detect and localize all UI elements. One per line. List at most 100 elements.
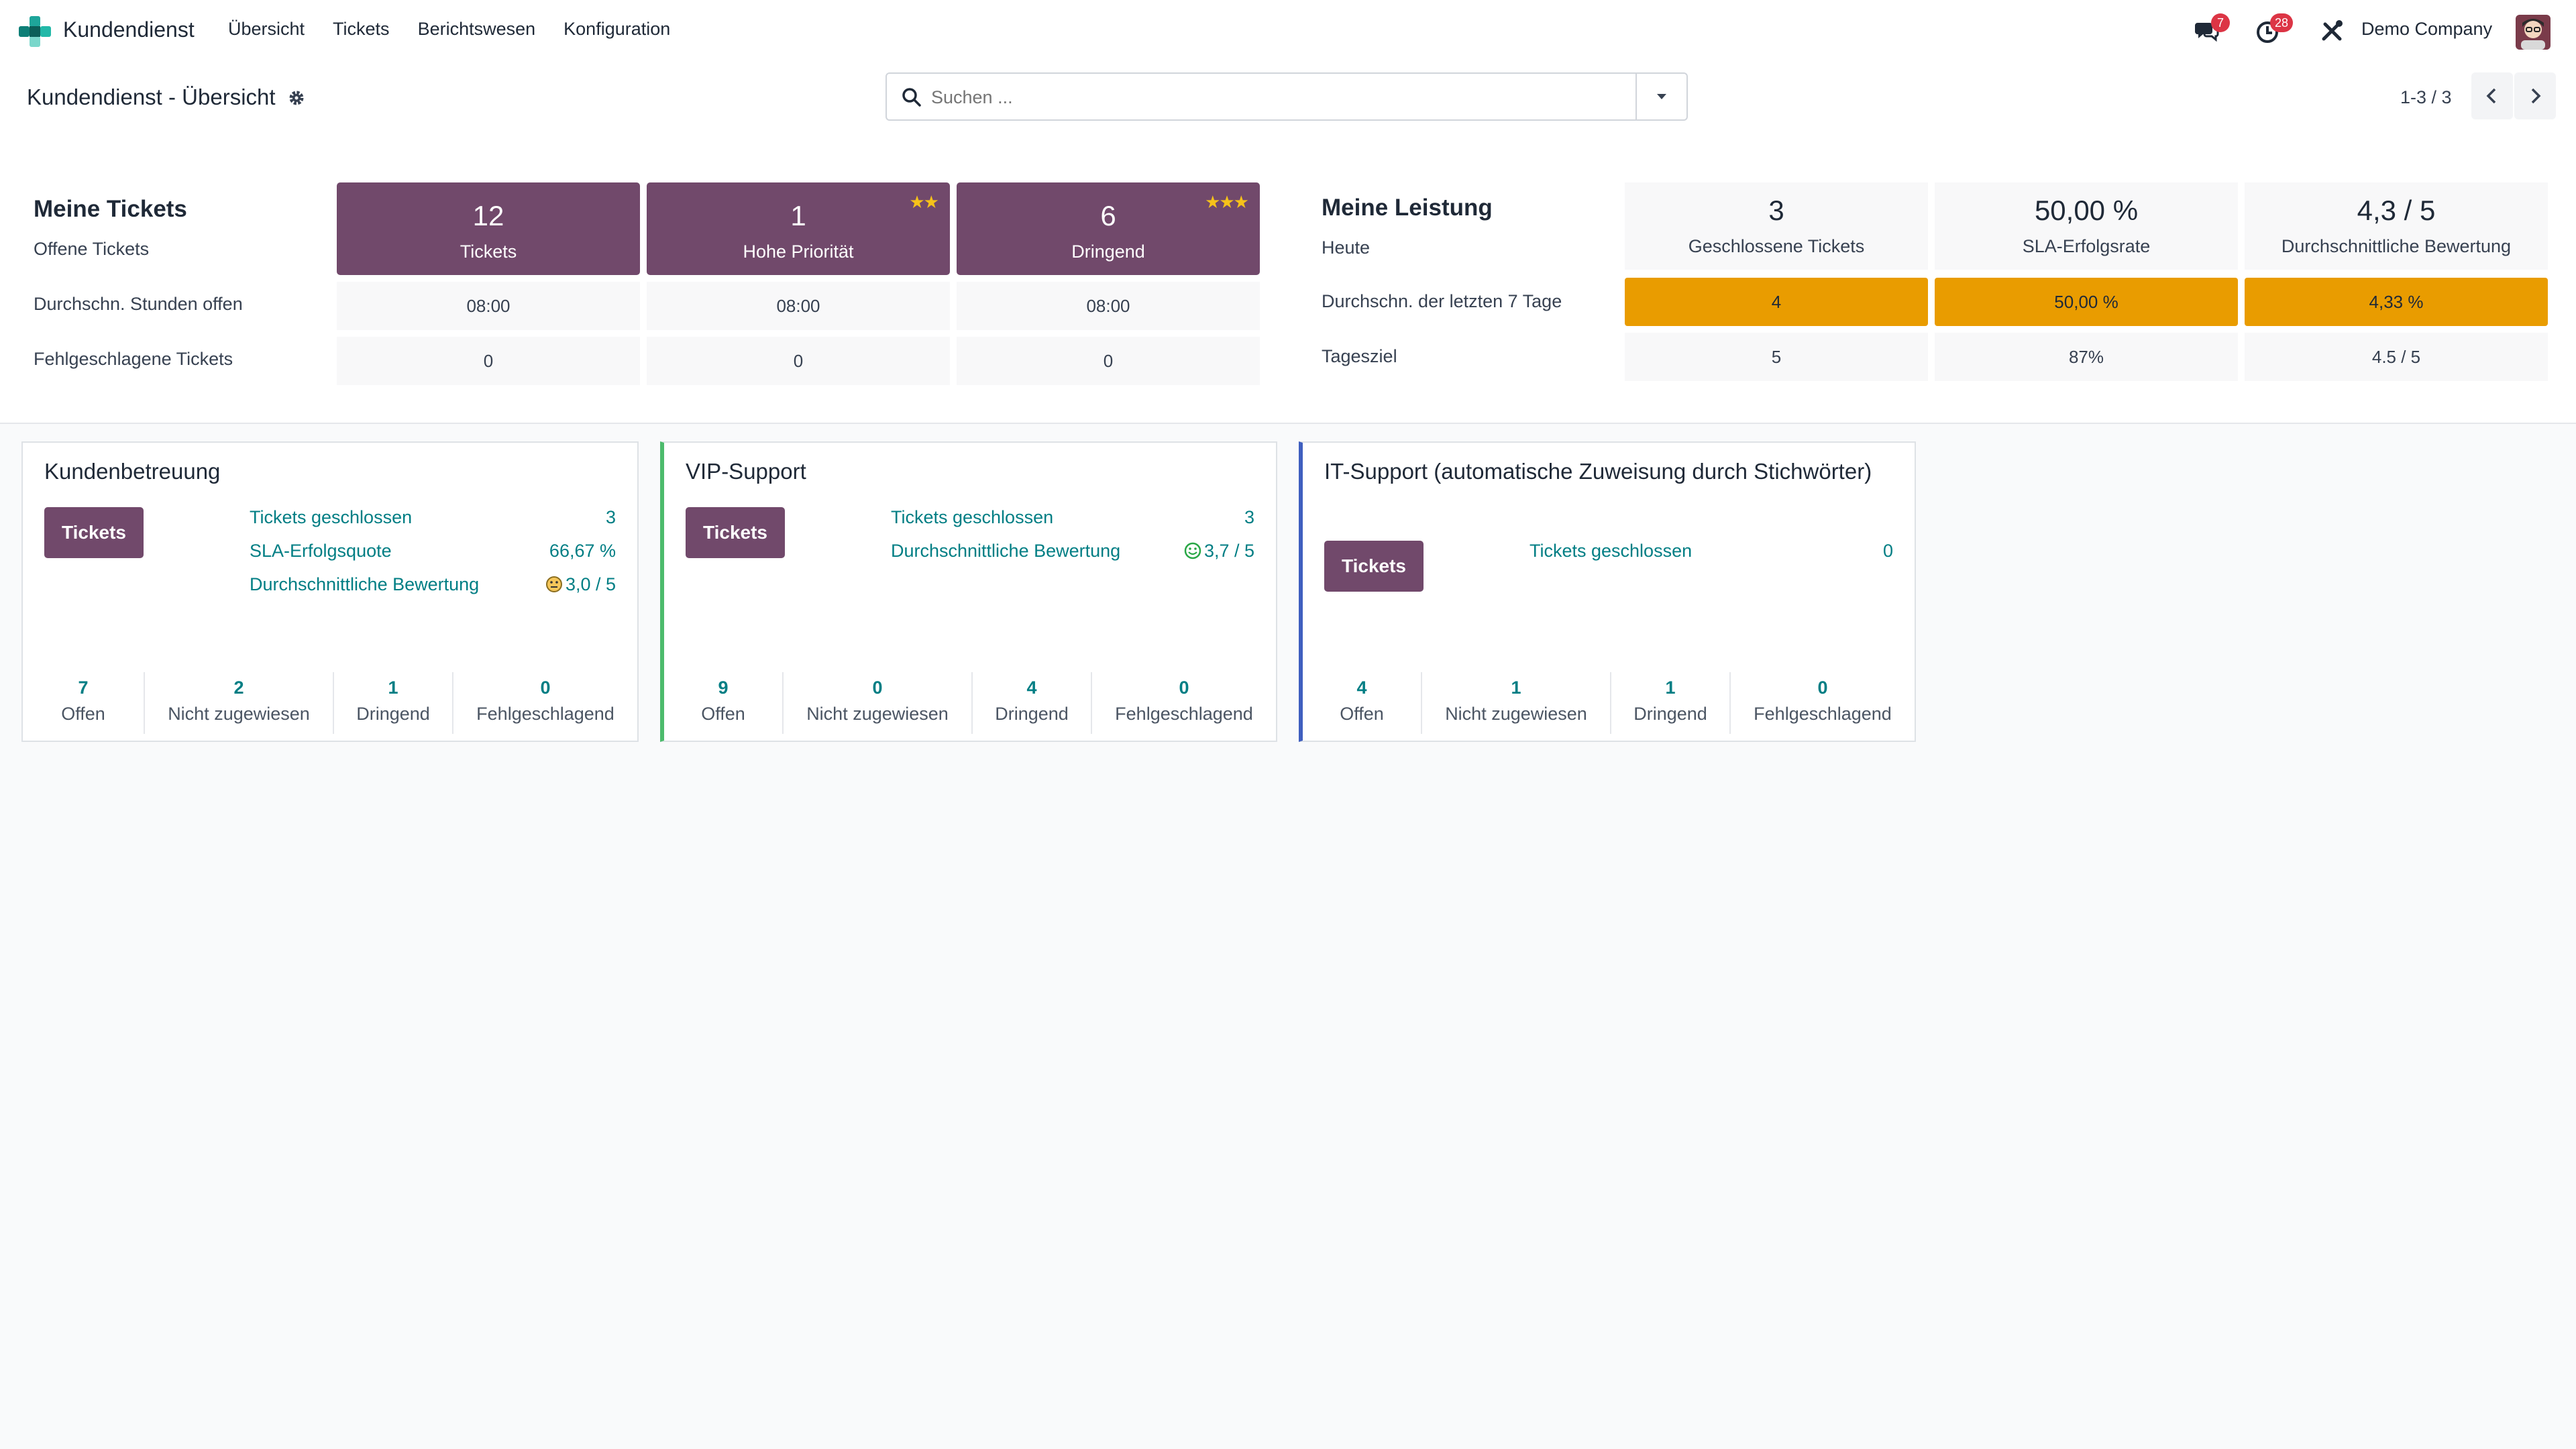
perf-label: Durchschnittliche Bewertung	[2281, 236, 2512, 256]
menu-item-reporting[interactable]: Berichtswesen	[417, 19, 536, 39]
stat-unassigned[interactable]: 2 Nicht zugewiesen	[168, 678, 310, 724]
stat-link-rating[interactable]: Durchschnittliche Bewertung	[891, 541, 1121, 561]
stat-open[interactable]: 9 Offen	[701, 678, 745, 724]
app-name[interactable]: Kundendienst	[63, 17, 195, 42]
avg7-label: Durchschn. der letzten 7 Tage	[1322, 291, 1562, 311]
debug-tools-icon[interactable]	[2318, 17, 2345, 44]
box-label: Tickets	[460, 241, 517, 262]
team-tickets-button[interactable]: Tickets	[44, 507, 144, 558]
menu-item-tickets[interactable]: Tickets	[333, 19, 390, 39]
my-tickets-heading: Meine Tickets	[34, 196, 187, 222]
menu-item-configuration[interactable]: Konfiguration	[564, 19, 671, 39]
dashboard-panel: Meine Tickets Offene Tickets Durchschn. …	[0, 144, 2576, 424]
stat-failed[interactable]: 0 Fehlgeschlagend	[476, 678, 614, 724]
stat-failed[interactable]: 0 Fehlgeschlagend	[1115, 678, 1253, 724]
perf-value: 50,00 %	[2034, 195, 2139, 226]
search-input[interactable]	[930, 83, 1603, 111]
main-menu: Übersicht Tickets Berichtswesen Konfigur…	[228, 19, 698, 40]
stat-value-sla[interactable]: 66,67 %	[549, 541, 616, 561]
breadcrumb-title: Kundendienst - Übersicht	[27, 85, 276, 109]
stat-link-closed[interactable]: Tickets geschlossen	[891, 507, 1054, 527]
avg-rating-today: 4,3 / 5 Durchschnittliche Bewertung	[2245, 182, 2548, 270]
stat-unassigned[interactable]: 1 Nicht zugewiesen	[1445, 678, 1587, 724]
my-tickets-box[interactable]: 12 Tickets	[337, 182, 640, 275]
stat-value-rating[interactable]: 3,0 / 5	[545, 574, 616, 595]
failed-tickets-label: Fehlgeschlagene Tickets	[34, 349, 233, 369]
box-count: 1	[790, 200, 806, 231]
avg-hours-label: Durchschn. Stunden offen	[34, 294, 243, 314]
perf-value: 3	[1768, 195, 1784, 226]
search-box[interactable]	[885, 72, 1688, 121]
neutral-face-icon	[545, 576, 562, 592]
stat-urgent[interactable]: 1 Dringend	[1633, 678, 1707, 724]
pager-previous-button[interactable]	[2471, 72, 2513, 119]
stat-value-rating[interactable]: 3,7 / 5	[1184, 541, 1254, 561]
control-panel: Kundendienst - Übersicht 1-3 / 3	[0, 62, 2576, 145]
goal-closed-cell: 5	[1625, 333, 1928, 381]
avg7-sla-cell: 50,00 %	[1935, 278, 2238, 326]
goal-sla-cell: 87%	[1935, 333, 2238, 381]
avg7-closed-cell: 4	[1625, 278, 1928, 326]
top-navbar: Kundendienst Übersicht Tickets Berichtsw…	[0, 0, 2576, 62]
caret-down-icon	[1657, 94, 1666, 99]
avg-hours-cell: 08:00	[647, 282, 950, 330]
gear-icon[interactable]	[287, 89, 306, 107]
team-card-kundenbetreuung: Kundenbetreuung Tickets Tickets geschlos…	[21, 441, 639, 742]
pager-value[interactable]: 1-3 / 3	[2400, 87, 2452, 107]
helpdesk-app-icon[interactable]	[19, 16, 51, 47]
perf-label: Geschlossene Tickets	[1688, 236, 1865, 256]
box-count: 12	[472, 200, 504, 231]
team-bottom-stats: 7 Offen 2 Nicht zugewiesen 1 Dringend 0 Fehl…	[23, 672, 637, 734]
stat-urgent[interactable]: 1 Dringend	[356, 678, 430, 724]
search-options-toggle[interactable]	[1635, 74, 1686, 119]
chevron-left-icon	[2486, 88, 2496, 104]
team-title: VIP-Support	[686, 459, 806, 484]
stat-urgent[interactable]: 4 Dringend	[995, 678, 1069, 724]
stat-failed[interactable]: 0 Fehlgeschlagend	[1754, 678, 1892, 724]
avg-hours-cell: 08:00	[337, 282, 640, 330]
stat-link-closed[interactable]: Tickets geschlossen	[1529, 541, 1693, 561]
avg-hours-cell: 08:00	[957, 282, 1260, 330]
menu-item-overview[interactable]: Übersicht	[228, 19, 305, 39]
happy-face-icon	[1184, 542, 1201, 559]
company-switcher[interactable]: Demo Company	[2361, 19, 2493, 39]
stat-link-closed[interactable]: Tickets geschlossen	[250, 507, 413, 527]
search-icon	[902, 88, 921, 107]
sla-rate-today: 50,00 % SLA-Erfolgsrate	[1935, 182, 2238, 270]
failed-cell[interactable]: 0	[647, 337, 950, 385]
team-title: IT-Support (automatische Zuweisung durch…	[1324, 459, 1872, 484]
stat-link-rating[interactable]: Durchschnittliche Bewertung	[250, 574, 480, 594]
stat-open[interactable]: 7 Offen	[61, 678, 105, 724]
stat-link-sla[interactable]: SLA-Erfolgsquote	[250, 541, 392, 561]
stat-open[interactable]: 4 Offen	[1340, 678, 1384, 724]
stat-value-closed[interactable]: 3	[605, 507, 616, 527]
two-stars-icon: ★★	[909, 192, 939, 212]
high-priority-box[interactable]: ★★ 1 Hohe Priorität	[647, 182, 950, 275]
stat-value-closed[interactable]: 3	[1244, 507, 1254, 527]
activities-badge: 28	[2270, 13, 2294, 32]
goal-rating-cell: 4.5 / 5	[2245, 333, 2548, 381]
failed-cell[interactable]: 0	[337, 337, 640, 385]
failed-cell[interactable]: 0	[957, 337, 1260, 385]
box-label: Hohe Priorität	[743, 241, 854, 262]
open-tickets-label: Offene Tickets	[34, 239, 150, 259]
chevron-right-icon	[2531, 88, 2541, 104]
today-label: Heute	[1322, 237, 1371, 258]
my-performance-heading: Meine Leistung	[1322, 195, 1493, 221]
activity-clock-icon[interactable]	[2255, 17, 2282, 44]
team-tickets-button[interactable]: Tickets	[1324, 541, 1424, 592]
daily-goal-label: Tagesziel	[1322, 346, 1397, 366]
team-card-it-support: IT-Support (automatische Zuweisung durch…	[1299, 441, 1916, 742]
three-stars-icon: ★★★	[1205, 192, 1249, 212]
stat-unassigned[interactable]: 0 Nicht zugewiesen	[806, 678, 949, 724]
team-card-vip-support: VIP-Support Tickets Tickets geschlossen …	[660, 441, 1277, 742]
rating-value: 3,0 / 5	[565, 574, 616, 594]
user-avatar[interactable]	[2516, 15, 2551, 50]
rating-value: 3,7 / 5	[1203, 541, 1254, 561]
perf-value: 4,3 / 5	[2357, 195, 2436, 226]
stat-value-closed[interactable]: 0	[1882, 541, 1893, 561]
team-tickets-button[interactable]: Tickets	[686, 507, 785, 558]
pager-next-button[interactable]	[2514, 72, 2556, 119]
urgent-box[interactable]: ★★★ 6 Dringend	[957, 182, 1260, 275]
perf-label: SLA-Erfolgsrate	[2022, 236, 2151, 256]
